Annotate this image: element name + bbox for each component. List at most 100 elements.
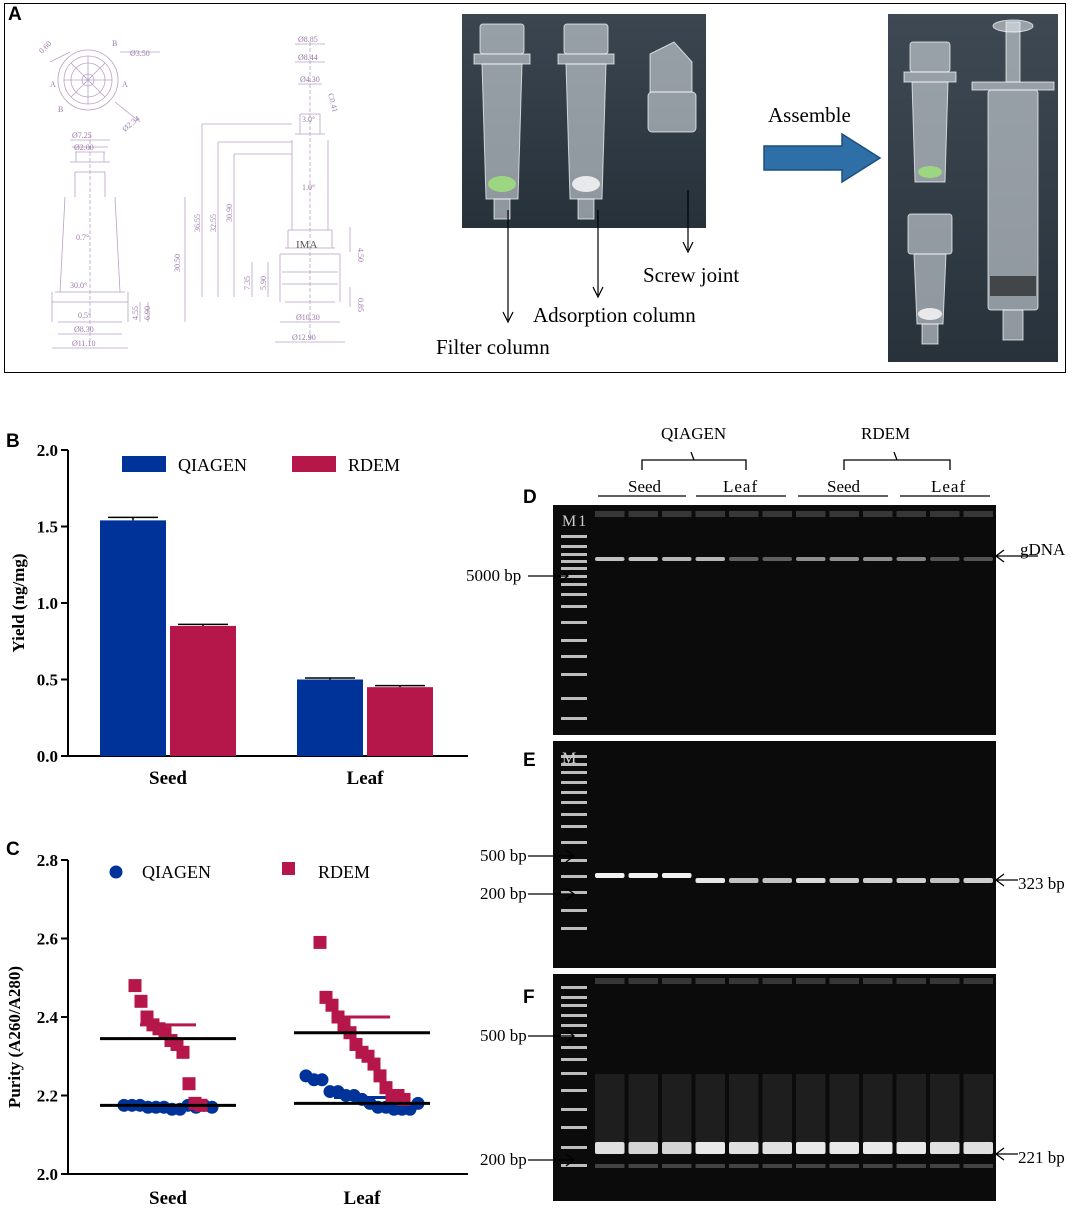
ladder-band (561, 859, 587, 862)
ladder-band (561, 560, 587, 563)
dim-30-50: 30.50 (173, 254, 182, 272)
adsorption-column-label: Adsorption column (533, 303, 696, 327)
smear (796, 1074, 826, 1154)
well (595, 978, 625, 984)
faint-band (863, 1164, 893, 1168)
band-lane-4 (695, 878, 725, 883)
ladder-band (561, 567, 587, 570)
point-rdem (313, 935, 327, 949)
well (963, 511, 993, 517)
band-lane-10 (896, 557, 926, 561)
band-lane-1 (595, 557, 625, 561)
dim-8-85: Ø8.85 (298, 35, 318, 44)
legend-label-qiagen: QIAGEN (178, 455, 247, 475)
ladder-band (561, 996, 587, 999)
well (930, 511, 960, 517)
x-tick-label-leaf: Leaf (347, 768, 385, 789)
well (662, 511, 692, 517)
ladder-band (561, 673, 587, 676)
bar-rdem-seed (170, 625, 236, 756)
dim-5-90: 5.90 (259, 276, 268, 290)
gel-f-221bp-label: 221 bp (1018, 1148, 1065, 1167)
band-lane-2 (628, 557, 658, 561)
band-lane-1 (595, 1142, 625, 1154)
panel-d-letter: D (523, 487, 537, 508)
y-tick-label: 2.4 (37, 1008, 59, 1027)
legend-swatch-rdem (292, 456, 336, 472)
gel-e-500bp-label: 500 bp (480, 846, 527, 865)
well (628, 511, 658, 517)
mark-b-2: B (58, 105, 63, 114)
faint-band (930, 1164, 960, 1168)
ladder-band (561, 575, 587, 578)
band-lane-11 (930, 1142, 960, 1154)
well (963, 978, 993, 984)
band-lane-7 (796, 557, 826, 561)
ladder-band (561, 605, 587, 608)
smear (896, 1074, 926, 1154)
well (829, 511, 859, 517)
dim-c0-41: C0.41 (326, 92, 340, 113)
ladder-band (561, 593, 587, 596)
smear (963, 1074, 993, 1154)
faint-band (829, 1164, 859, 1168)
ladder-band (561, 1024, 587, 1027)
group-label-qiagen: QIAGEN (661, 424, 727, 443)
y-tick-label: 1.5 (37, 518, 58, 537)
well (930, 978, 960, 984)
dim-36-55: 36.55 (193, 214, 202, 232)
assembled-illustration (903, 19, 1055, 345)
ladder-band (561, 927, 587, 930)
band-lane-6 (762, 1142, 792, 1154)
well (762, 978, 792, 984)
gel-d-marker-label: M1 (562, 513, 589, 530)
columns-illustration (473, 23, 697, 220)
ladder-band (561, 1146, 587, 1149)
smear (930, 1074, 960, 1154)
ladder-band (561, 781, 587, 784)
ladder-band (561, 1058, 587, 1061)
point-rdem (373, 1069, 387, 1083)
panel-e-letter: E (523, 750, 536, 771)
gel-d-gdna-label: gDNA (1020, 540, 1066, 559)
ladder-band (561, 791, 587, 794)
gel-f-500bp-label: 500 bp (480, 1026, 527, 1045)
point-rdem (128, 979, 142, 993)
well (896, 978, 926, 984)
legend-marker-qiagen (109, 865, 123, 879)
band-lane-8 (829, 1142, 859, 1154)
smear (695, 1074, 725, 1154)
band-lane-12 (963, 878, 993, 883)
gel-e-200bp-label: 200 bp (480, 884, 527, 903)
band-lane-9 (863, 557, 893, 561)
well (729, 978, 759, 984)
gel-e-arrows (528, 849, 1018, 901)
dim-11-10: Ø11.10 (72, 339, 95, 348)
dim-8-44: Ø8.44 (298, 53, 318, 62)
well (796, 978, 826, 984)
columns-photo (462, 14, 706, 228)
band-lane-5 (729, 557, 759, 561)
ladder-band (561, 755, 587, 758)
faint-band (762, 1164, 792, 1168)
band-lane-7 (796, 878, 826, 883)
well (863, 511, 893, 517)
band-lane-4 (695, 1142, 725, 1154)
well (829, 978, 859, 984)
band-lane-2 (628, 873, 658, 878)
x-tick-label-seed: Seed (149, 768, 187, 789)
gelD-lanes (561, 511, 993, 720)
panel-c-letter: C (6, 839, 20, 860)
faint-band (729, 1164, 759, 1168)
smear (729, 1074, 759, 1154)
ladder-band (561, 875, 587, 878)
faint-band (695, 1164, 725, 1168)
ladder-band (561, 655, 587, 658)
assemble-label: Assemble (768, 103, 851, 127)
subgroup-label-leaf-1: Leaf (723, 477, 759, 496)
band-lane-11 (930, 557, 960, 561)
faint-band (595, 1164, 625, 1168)
ladder-band (561, 909, 587, 912)
ladder-band (561, 986, 587, 989)
well (662, 978, 692, 984)
